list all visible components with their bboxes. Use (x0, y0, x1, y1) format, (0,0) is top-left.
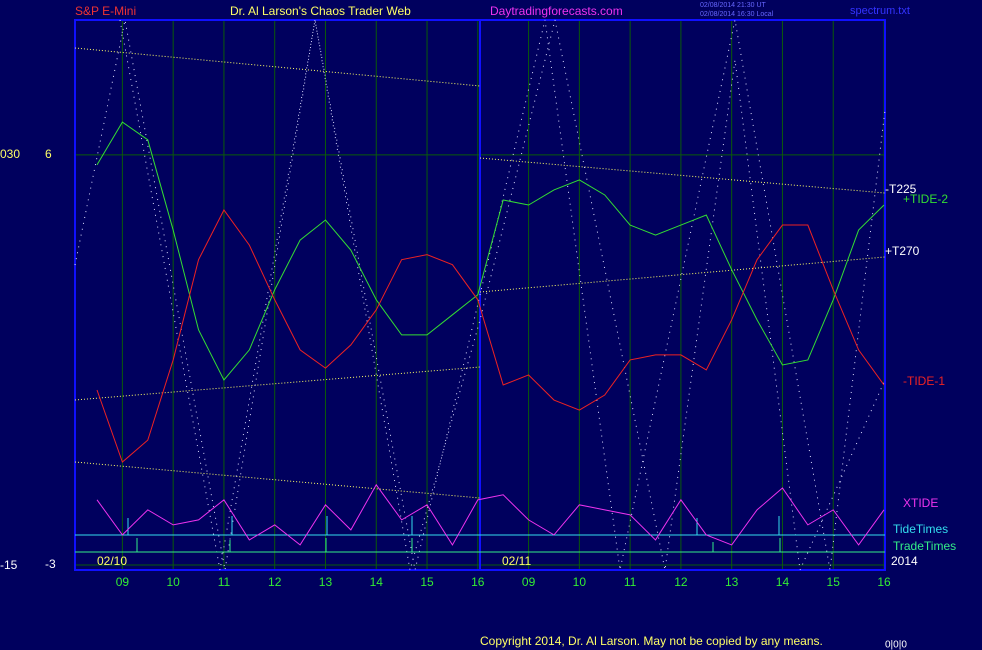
x-tick-label: 15 (827, 575, 841, 589)
x-tick-label: 11 (218, 575, 231, 589)
legend-label: XTIDE (903, 496, 938, 510)
trend-line (479, 157, 886, 194)
x-tick-label: 09 (116, 575, 130, 589)
x-tick-label: 12 (268, 575, 282, 589)
tide-spikes (127, 516, 780, 535)
file-name: spectrum.txt (850, 5, 910, 17)
x-tick-label: 16 (877, 575, 891, 589)
trade-spikes (136, 538, 781, 552)
time-row-label: TradeTimes (893, 539, 956, 553)
site: Daytradingforecasts.com (490, 4, 623, 18)
series-line (96, 483, 885, 546)
series-line (96, 121, 885, 381)
x-tick-label: 11 (624, 575, 637, 589)
legend-label: +TIDE-2 (903, 192, 948, 206)
cycle-lines (74, 19, 886, 572)
x-tick-label: 10 (166, 575, 180, 589)
line-label: +T270 (885, 244, 920, 258)
series-line (96, 209, 885, 463)
year-label: 2014 (891, 554, 918, 568)
trend-line (74, 47, 481, 87)
x-tick-label: 14 (776, 575, 790, 589)
trend-line (74, 461, 481, 499)
x-tick-label: 10 (573, 575, 587, 589)
time-row-label: TideTimes (893, 522, 948, 536)
stamp: 02/08/2014 16:30 Local (700, 11, 774, 18)
corner-label: 0|0|0 (885, 640, 907, 650)
x-tick-label: 13 (725, 575, 739, 589)
y-tick-label: 6 (45, 147, 52, 161)
line-label: -T225 (885, 182, 917, 196)
symbol: S&P E-Mini (75, 4, 136, 18)
date-label: 02/10 (97, 554, 127, 568)
trend-line (479, 256, 886, 293)
x-tick-label: 12 (674, 575, 688, 589)
time-rows (75, 516, 885, 553)
trend-line (74, 366, 481, 401)
title: Dr. Al Larson's Chaos Trader Web (230, 4, 411, 18)
x-tick-label: 16 (471, 575, 485, 589)
secondary-label: 030 (0, 147, 20, 161)
secondary-label: -15 (0, 558, 18, 572)
x-tick-label: 14 (370, 575, 384, 589)
x-tick-label: 13 (319, 575, 333, 589)
legend-label: -TIDE-1 (903, 374, 945, 388)
stamp: 02/08/2014 21:30 UT (700, 2, 766, 9)
x-tick-label: 15 (420, 575, 434, 589)
copyright: Copyright 2014, Dr. Al Larson. May not b… (480, 634, 823, 648)
cycle-line (119, 19, 886, 572)
y-tick-label: -3 (45, 557, 56, 571)
date-label: 02/11 (502, 554, 531, 568)
x-tick-label: 09 (522, 575, 536, 589)
